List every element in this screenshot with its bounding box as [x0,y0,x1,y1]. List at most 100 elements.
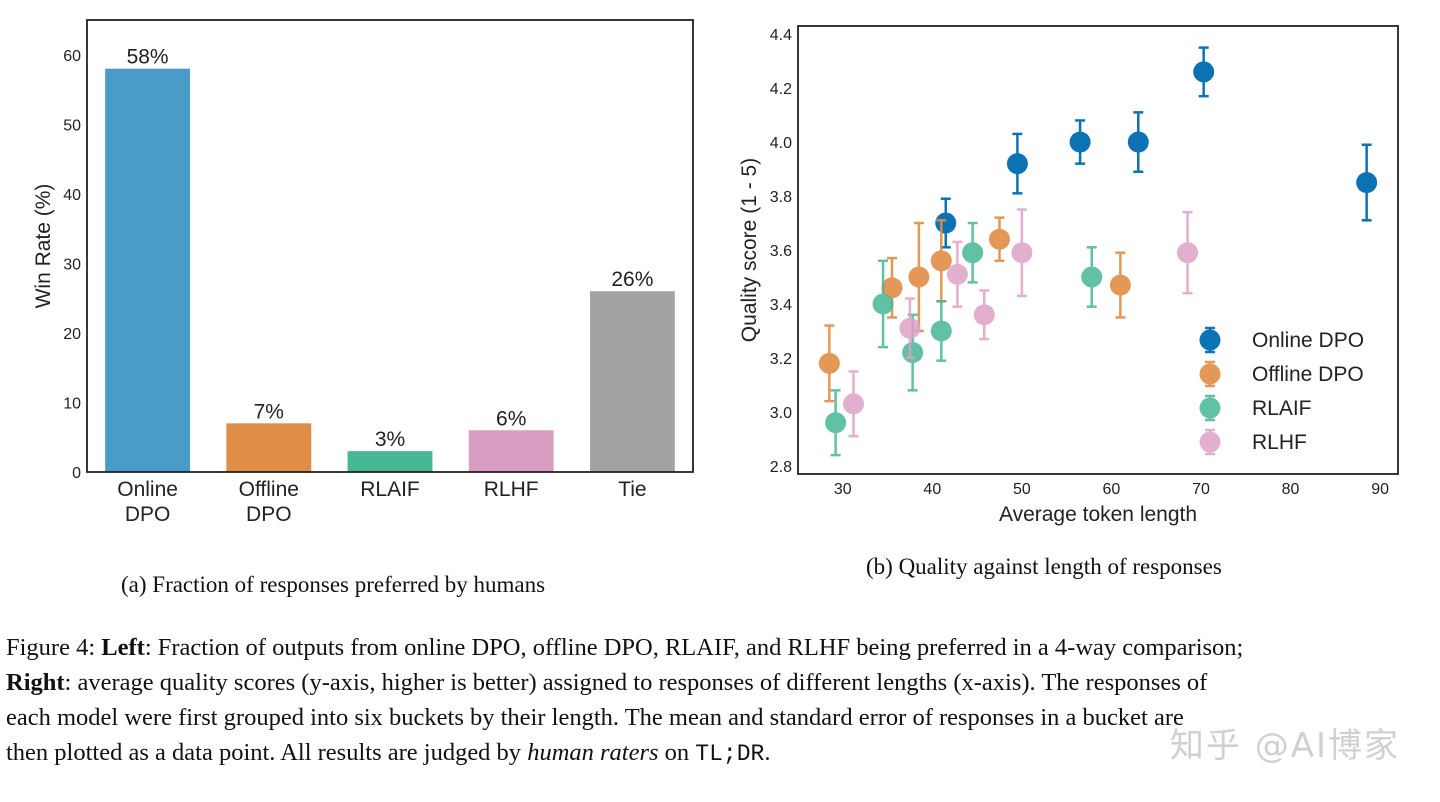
subcaption-b: (b) Quality against length of responses [866,554,1222,579]
bar-chart-win-rate: 58%OnlineDPO7%OfflineDPO3%RLAIF6%RLHF26%… [32,19,694,526]
y-tick-label-7: 4.2 [770,81,792,98]
x-tick-label-3-0: RLHF [484,478,539,501]
caption-segment: each model were first grouped into six b… [6,704,1184,731]
plot-frame [86,19,694,473]
bar-value-label-3: 6% [496,407,526,430]
legend-marker [1199,397,1221,419]
data-point [899,317,921,339]
caption-segment: Left [101,634,145,661]
bar-2 [347,451,433,472]
y-tick-label-6: 4.0 [770,135,792,152]
legend-item-0 [1199,326,1221,354]
bar-4 [589,291,675,472]
data-point [818,352,840,374]
bar-value-label-0: 58% [127,46,169,69]
legend-marker [1199,363,1221,385]
point-group-1-5 [1109,251,1131,319]
data-point [1356,172,1378,194]
legend-marker [1199,329,1221,351]
y-tick-label-40: 40 [63,187,81,204]
point-group-0-2 [1069,119,1091,165]
x-tick-label-30: 30 [834,481,852,498]
data-point [930,320,952,342]
caption-segment: human raters [527,739,659,766]
x-tick-label-40: 40 [923,481,941,498]
point-group-1-4 [988,216,1010,263]
legend-item-2 [1199,394,1221,422]
data-point [973,304,995,326]
data-point [1177,242,1199,264]
bar-3 [468,430,554,472]
point-group-3-1 [899,297,921,360]
data-point [881,277,903,299]
data-point [872,293,894,315]
y-tick-label-4: 3.6 [770,243,792,260]
y-tick-label-0: 0 [72,465,81,482]
figure-caption: Figure 4: Left: Fraction of outputs from… [6,630,1434,772]
data-point [962,242,984,264]
y-tick-label-8: 4.4 [770,27,792,44]
data-point [1006,153,1028,175]
y-tick-label-5: 3.8 [770,189,792,206]
data-point [1109,274,1131,296]
point-group-3-5 [1177,210,1199,295]
point-group-2-4 [962,221,984,284]
legend-label-0: Online DPO [1252,329,1364,352]
data-point [1011,242,1033,264]
point-group-1-2 [908,221,930,333]
y-axis-label: Quality score (1 - 5) [738,158,761,342]
y-tick-label-1: 3.0 [770,405,792,422]
y-tick-label-0: 2.8 [770,459,792,476]
caption-segment: Figure 4: [6,634,102,661]
caption-segment: . [764,739,771,766]
y-axis-label: Win Rate (%) [32,184,55,309]
x-tick-label-1-0: Offline [239,478,299,501]
y-tick-label-60: 60 [63,48,81,65]
bar-value-label-1: 7% [254,400,284,423]
legend-item-3 [1199,428,1221,456]
point-group-0-1 [1006,132,1028,195]
x-tick-label-90: 90 [1371,481,1389,498]
data-point [988,228,1010,250]
point-group-2-5 [1081,246,1103,308]
point-group-3-3 [973,289,995,341]
point-group-3-2 [946,240,968,308]
y-tick-label-50: 50 [63,117,81,134]
y-tick-label-30: 30 [63,256,81,273]
y-tick-label-10: 10 [63,395,81,412]
bar-value-label-4: 26% [611,268,653,291]
data-point [946,263,968,285]
x-tick-label-0-1: DPO [125,503,171,526]
x-tick-label-2-0: RLAIF [360,478,420,501]
point-group-2-1 [872,259,894,349]
data-point [908,266,930,288]
y-tick-label-3: 3.4 [770,297,792,314]
bar-1 [226,423,312,472]
legend-item-1 [1199,360,1221,388]
point-group-2-0 [825,389,847,457]
x-tick-label-70: 70 [1192,481,1210,498]
data-point [825,412,847,434]
x-tick-label-0-0: Online [117,478,178,501]
x-tick-label-1-1: DPO [246,503,292,526]
y-tick-label-20: 20 [63,326,81,343]
scatter-chart-quality-vs-length: 30 40 50 60 70 80 90 2.8 3.0 3.2 3.4 3.6 3.8 4.0 4.2 4.… [738,25,1399,526]
data-point [930,250,952,272]
point-group-3-4 [1011,208,1033,298]
legend-label-2: RLAIF [1252,397,1312,420]
point-group-1-0 [818,324,840,403]
caption-line: then plotted as a data point. All result… [6,735,1434,772]
legend-label-1: Offline DPO [1252,363,1364,386]
legend-label-3: RLHF [1252,431,1307,454]
data-point [902,342,924,364]
legend: Online DPO Offline DPO RLAIF RLHF [1199,326,1364,456]
caption-line: Right: average quality scores (y-axis, h… [6,665,1434,700]
data-point [1193,61,1215,83]
caption-segment: TL;DR [695,741,765,767]
caption-line: each model were first grouped into six b… [6,700,1434,735]
x-tick-label-80: 80 [1282,481,1300,498]
legend-marker [1199,431,1221,453]
caption-segment: : average quality scores (y-axis, higher… [64,669,1208,696]
caption-segment: Right [6,669,65,696]
point-group-0-0 [935,197,957,249]
